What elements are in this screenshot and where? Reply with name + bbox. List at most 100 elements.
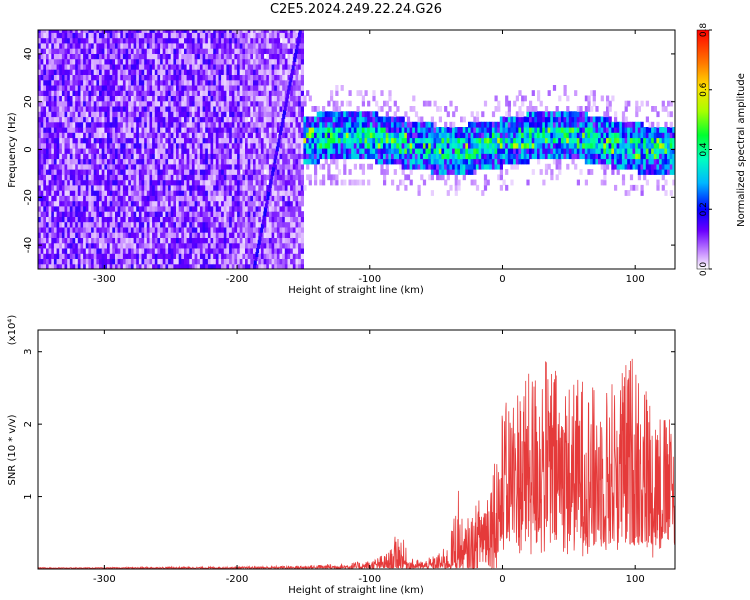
heatmap-cell bbox=[77, 253, 81, 259]
heatmap-cell bbox=[290, 200, 294, 207]
heatmap-cell bbox=[207, 195, 212, 202]
heatmap-cell bbox=[99, 248, 103, 254]
heatmap-cell bbox=[181, 248, 185, 254]
heatmap-cell bbox=[88, 148, 92, 154]
heatmap-cell bbox=[83, 216, 87, 223]
heatmap-cell bbox=[197, 242, 201, 249]
heatmap-cell bbox=[122, 69, 127, 75]
heatmap-cell bbox=[128, 100, 132, 107]
heatmap-cell bbox=[138, 74, 143, 81]
heatmap-cell bbox=[64, 226, 68, 233]
heatmap-cell bbox=[152, 211, 156, 217]
heatmap-cell bbox=[199, 74, 204, 81]
heatmap-cell bbox=[348, 137, 352, 144]
heatmap-cell bbox=[176, 148, 180, 154]
heatmap-cell bbox=[343, 127, 347, 133]
heatmap-cell bbox=[48, 111, 52, 118]
heatmap-cell bbox=[115, 163, 119, 170]
heatmap-cell bbox=[215, 90, 219, 96]
heatmap-cell bbox=[184, 111, 188, 118]
heatmap-cell bbox=[130, 42, 135, 49]
heatmap-cell bbox=[112, 195, 116, 202]
heatmap-cell bbox=[67, 190, 71, 196]
heatmap-cell bbox=[300, 216, 304, 223]
heatmap-cell bbox=[80, 200, 84, 207]
heatmap-cell bbox=[213, 169, 217, 175]
heatmap-cell bbox=[184, 42, 188, 49]
heatmap-cell bbox=[330, 148, 334, 154]
heatmap-cell bbox=[154, 74, 158, 81]
heatmap-cell bbox=[364, 121, 368, 128]
heatmap-cell bbox=[133, 237, 137, 244]
heatmap-cell bbox=[157, 221, 161, 228]
heatmap-cell bbox=[109, 121, 113, 128]
heatmap-cell bbox=[40, 237, 44, 244]
heatmap-cell bbox=[152, 137, 156, 144]
heatmap-cell bbox=[298, 58, 302, 65]
heatmap-cell bbox=[53, 253, 58, 259]
heatmap-cell bbox=[64, 74, 68, 81]
heatmap-cell bbox=[202, 158, 206, 165]
heatmap-cell bbox=[75, 169, 79, 175]
heatmap-cell bbox=[133, 79, 137, 86]
heatmap-cell bbox=[279, 184, 283, 191]
heatmap-cell bbox=[292, 95, 296, 102]
heatmap-cell bbox=[88, 163, 92, 170]
heatmap-cell bbox=[125, 116, 129, 123]
heatmap-cell bbox=[274, 37, 278, 44]
heatmap-cell bbox=[59, 30, 63, 33]
heatmap-cell bbox=[255, 106, 259, 112]
heatmap-cell bbox=[343, 163, 347, 170]
heatmap-cell bbox=[207, 85, 212, 91]
heatmap-cell bbox=[292, 211, 296, 217]
heatmap-cell bbox=[295, 32, 299, 39]
heatmap-cell bbox=[64, 42, 68, 49]
heatmap-cell bbox=[107, 211, 111, 217]
heatmap-cell bbox=[128, 190, 132, 196]
heatmap-cell bbox=[314, 179, 318, 186]
heatmap-cell bbox=[186, 200, 190, 207]
heatmap-cell bbox=[197, 58, 201, 65]
heatmap-cell bbox=[191, 53, 196, 60]
heatmap-cell bbox=[199, 211, 204, 217]
heatmap-cell bbox=[107, 85, 111, 91]
heatmap-cell bbox=[77, 106, 81, 112]
heatmap-cell bbox=[112, 205, 116, 212]
heatmap-cell bbox=[64, 169, 68, 175]
heatmap-cell bbox=[351, 137, 355, 144]
heatmap-cell bbox=[274, 248, 278, 254]
heatmap-cell bbox=[83, 30, 87, 33]
heatmap-cell bbox=[194, 163, 198, 170]
heatmap-cell bbox=[152, 237, 156, 244]
heatmap-cell bbox=[173, 195, 177, 202]
heatmap-cell bbox=[345, 127, 350, 133]
heatmap-cell bbox=[271, 232, 275, 238]
heatmap-cell bbox=[40, 211, 44, 217]
heatmap-cell bbox=[218, 232, 222, 238]
heatmap-cell bbox=[93, 190, 97, 196]
heatmap-cell bbox=[112, 163, 116, 170]
heatmap-cell bbox=[96, 242, 100, 249]
heatmap-cell bbox=[250, 69, 254, 75]
heatmap-cell bbox=[77, 211, 81, 217]
heatmap-cell bbox=[157, 90, 161, 96]
heatmap-cell bbox=[93, 100, 97, 107]
heatmap-cell bbox=[337, 116, 342, 123]
heatmap-cell bbox=[109, 195, 113, 202]
heatmap-cell bbox=[101, 190, 105, 196]
heatmap-cell bbox=[255, 148, 259, 154]
heatmap-cell bbox=[91, 85, 95, 91]
heatmap-cell bbox=[170, 69, 174, 75]
heatmap-cell bbox=[229, 42, 233, 49]
heatmap-cell bbox=[202, 30, 206, 33]
heatmap-cell bbox=[226, 79, 230, 86]
heatmap-cell bbox=[72, 74, 76, 81]
heatmap-cell bbox=[253, 169, 257, 175]
heatmap-cell bbox=[250, 79, 254, 86]
heatmap-cell bbox=[51, 232, 55, 238]
heatmap-cell bbox=[181, 90, 185, 96]
heatmap-cell bbox=[292, 127, 296, 133]
heatmap-cell bbox=[162, 184, 166, 191]
heatmap-cell bbox=[356, 127, 360, 133]
heatmap-cell bbox=[40, 106, 44, 112]
